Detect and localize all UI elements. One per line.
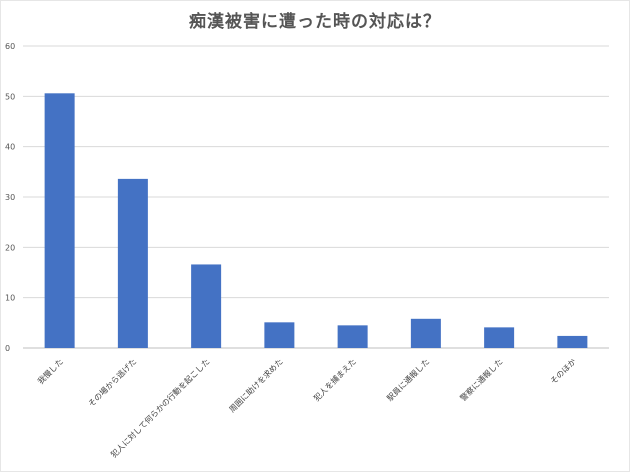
category-label: 駅員に通報した (385, 356, 432, 403)
y-tick-label: 0 (5, 344, 10, 353)
bar (191, 264, 222, 348)
bar (484, 327, 515, 348)
chart-title: 痴漢被害に遭った時の対応は？ (189, 12, 441, 32)
y-tick-label: 20 (5, 243, 15, 252)
bar (337, 325, 368, 348)
y-tick-label: 30 (5, 193, 15, 202)
bar (117, 178, 148, 348)
category-label: その場から逃げた (86, 356, 138, 408)
category-label: 周囲に助けを求めた (227, 356, 285, 414)
y-tick-label: 10 (5, 294, 15, 303)
bar (410, 318, 441, 348)
bar (264, 322, 295, 348)
category-label: 犯人を捕まえた (311, 356, 358, 403)
bar (557, 335, 588, 348)
y-tick-label: 40 (5, 143, 15, 152)
y-tick-label: 60 (5, 42, 15, 51)
category-label: 警察に通報した (458, 356, 505, 403)
y-tick-label: 50 (5, 92, 15, 101)
category-label: 我慢した (35, 356, 65, 386)
category-label: そのほか (549, 357, 578, 386)
bar (44, 93, 75, 349)
